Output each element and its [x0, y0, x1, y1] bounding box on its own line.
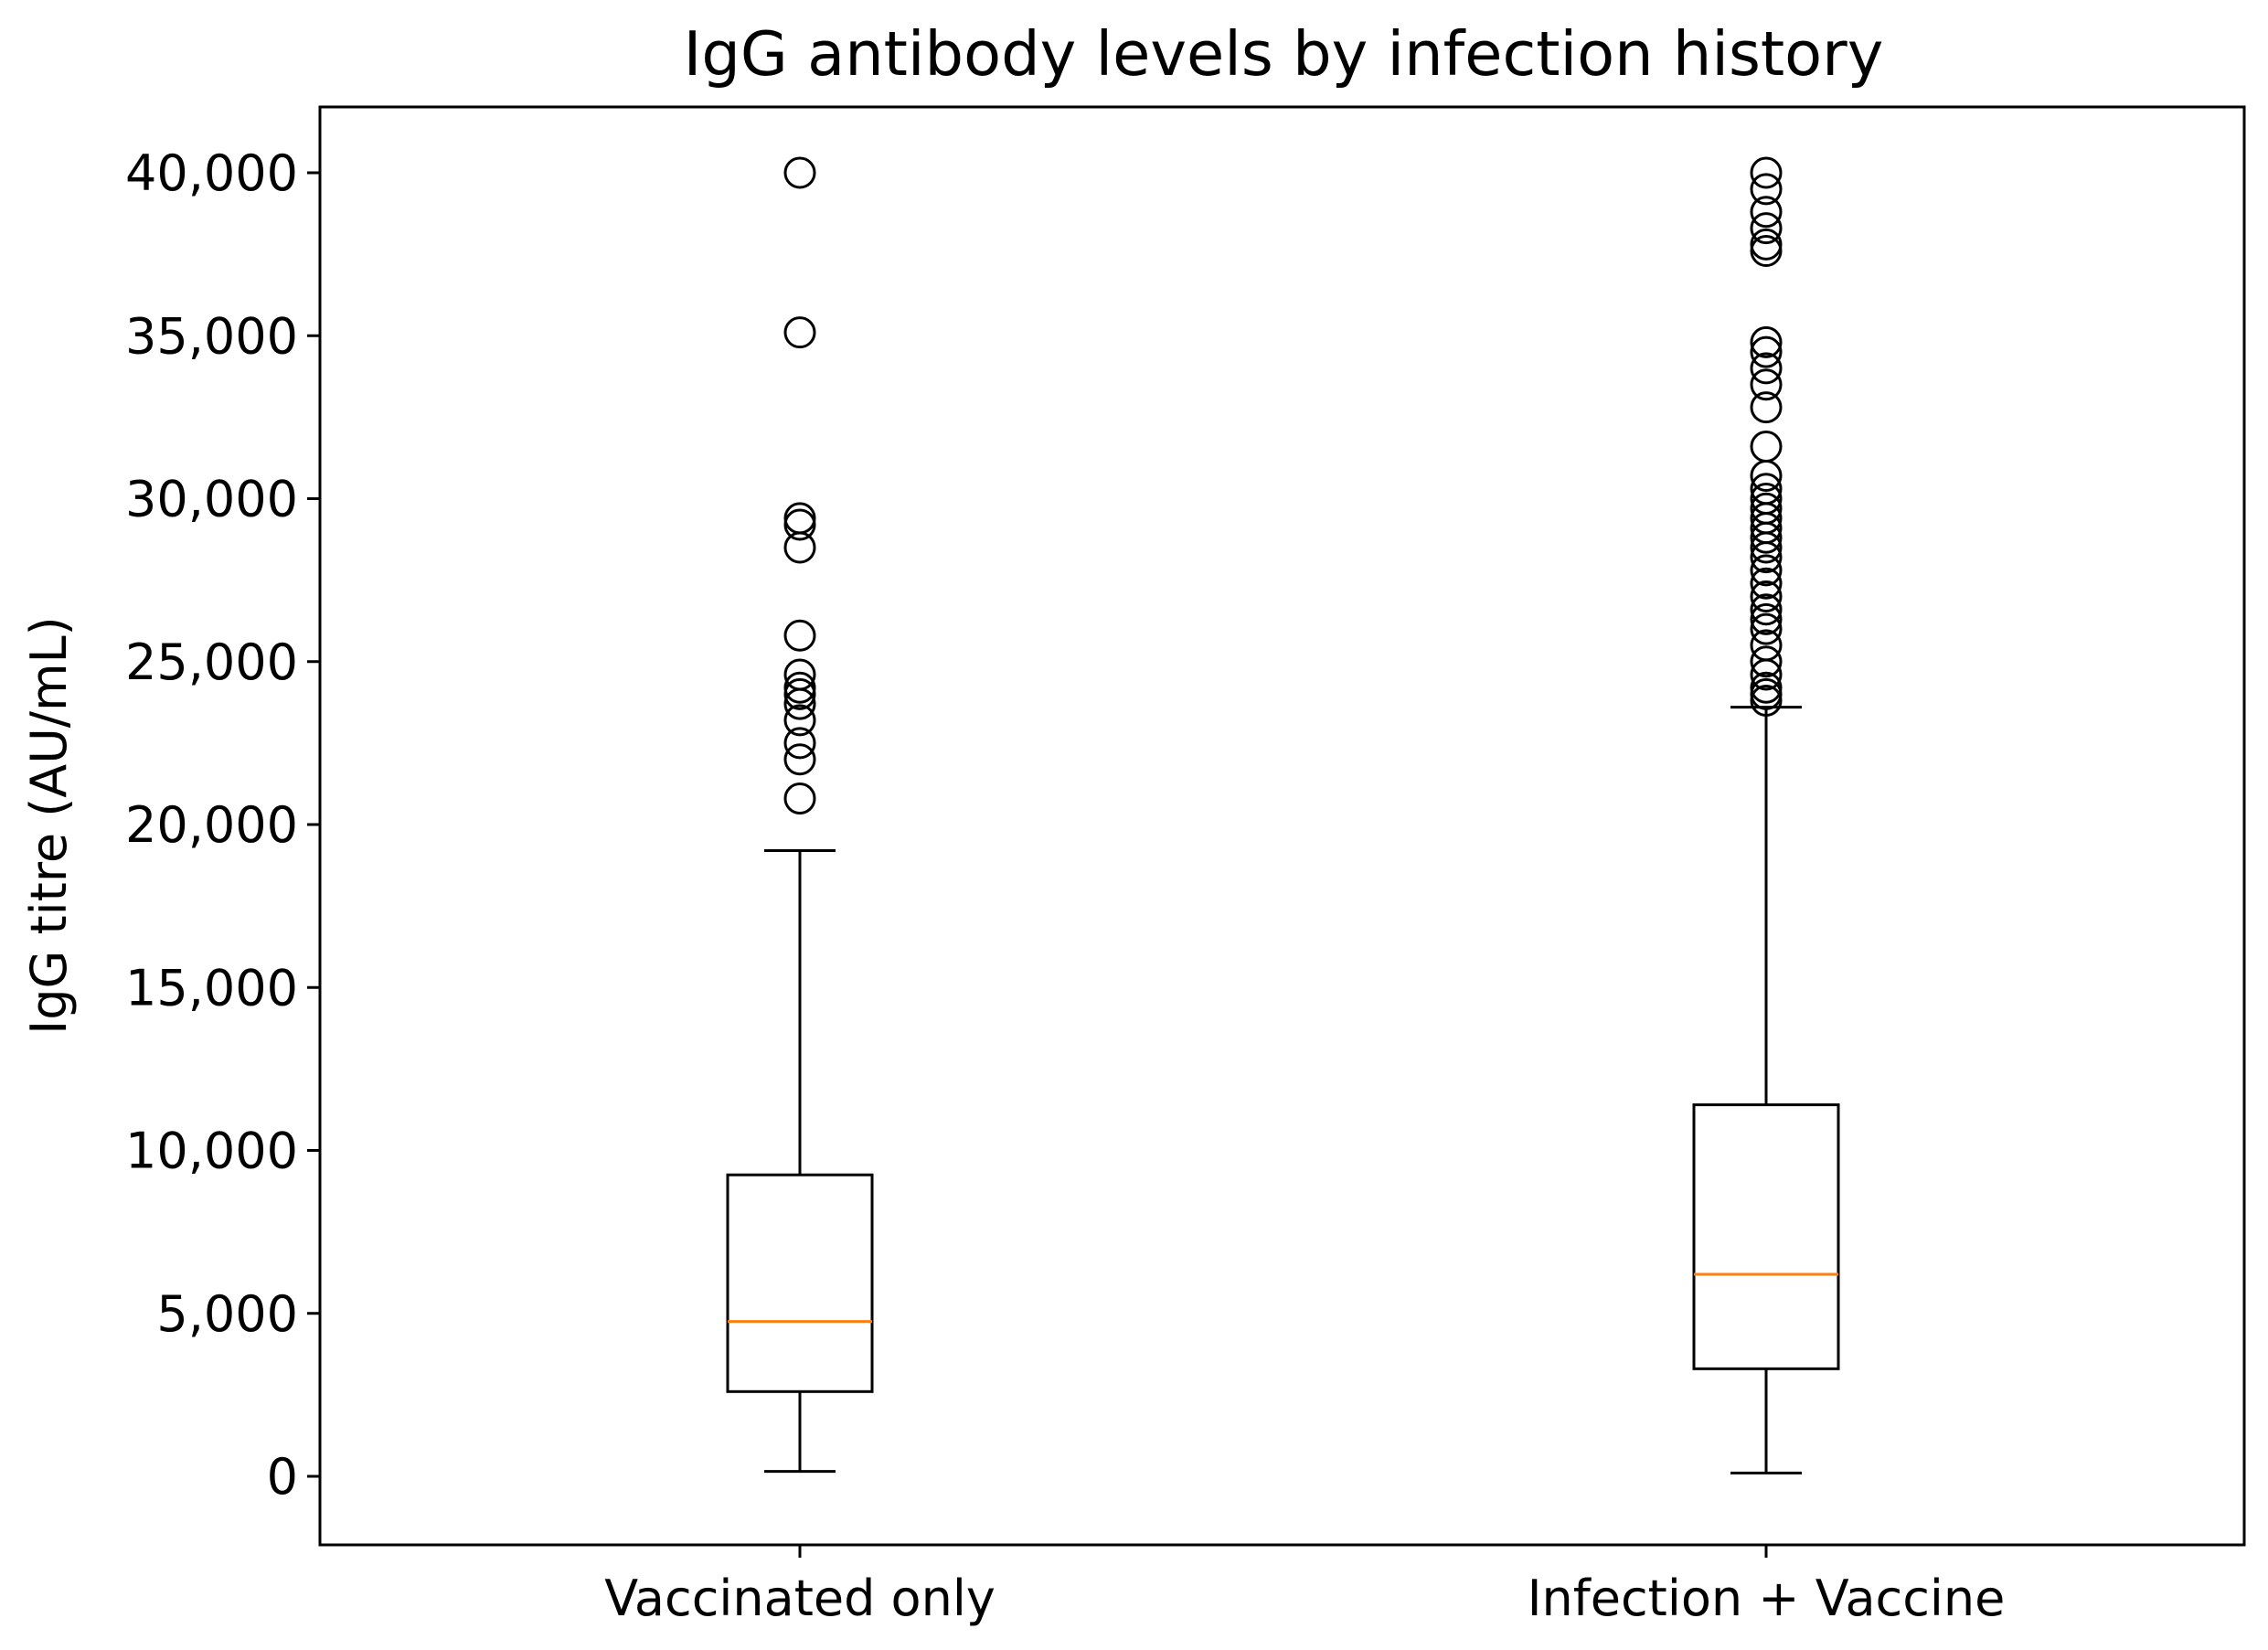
boxes [726, 156, 1840, 1474]
flier-point [1750, 567, 1783, 600]
flier-point [1750, 685, 1783, 718]
flier-point [1750, 521, 1783, 554]
flier-point [1750, 658, 1783, 691]
flier-point [1750, 677, 1783, 710]
flier-point [1750, 541, 1783, 574]
y-tick-label: 5,000 [156, 1285, 298, 1343]
flier-point [1750, 580, 1783, 612]
flier-point [1750, 352, 1783, 385]
y-tick-label: 15,000 [125, 959, 298, 1017]
flier-point [783, 727, 816, 760]
flier-point [783, 743, 816, 776]
flier-point [1750, 173, 1783, 206]
flier-point [1750, 602, 1783, 635]
flier-point [783, 156, 816, 189]
flier-point [783, 677, 816, 710]
y-tick-label: 25,000 [125, 633, 298, 691]
flier-point [1750, 228, 1783, 261]
y-tick-label: 20,000 [125, 796, 298, 854]
flier-point [1750, 212, 1783, 245]
flier-point [1750, 554, 1783, 587]
flier-point [1750, 196, 1783, 229]
y-tick-label: 10,000 [125, 1123, 298, 1180]
y-axis: 0 5,000 10,000 15,000 20,000 25,000 30,000 35,0… [125, 144, 320, 1506]
flier-point [783, 782, 816, 814]
flier-point [1750, 612, 1783, 645]
iqr-box [726, 1173, 874, 1393]
flier-point [1750, 391, 1783, 424]
y-axis-label: IgG titre (AU/mL) [20, 616, 78, 1034]
chart-title: IgG antibody levels by infection history [684, 18, 1884, 90]
flier-point [783, 316, 816, 349]
flier-point [1750, 335, 1783, 368]
flier-point [1750, 645, 1783, 678]
flier-point [1750, 671, 1783, 704]
flier-point [783, 531, 816, 564]
flier-point [783, 704, 816, 737]
x-tick-label: Vaccinated only [604, 1570, 996, 1627]
flier-point [783, 508, 816, 541]
flier-point [1750, 531, 1783, 564]
y-tick-label: 0 [267, 1448, 298, 1506]
flier-point [1750, 235, 1783, 268]
flier-point [783, 687, 816, 720]
box-group [1692, 156, 1840, 1474]
flier-point [1750, 325, 1783, 358]
y-tick-label: 30,000 [125, 471, 298, 528]
y-tick-label: 35,000 [125, 307, 298, 365]
flier-point [1750, 368, 1783, 401]
iqr-box [1692, 1103, 1840, 1370]
flier-point [1750, 156, 1783, 189]
flier-point [783, 671, 816, 704]
box-group [726, 156, 874, 1474]
x-tick-label: Infection + Vaccine [1528, 1570, 2006, 1627]
flier-point [1750, 460, 1783, 493]
x-axis: Vaccinated only Infection + Vaccine [604, 1545, 2005, 1627]
flier-point [783, 619, 816, 652]
y-tick-label: 40,000 [125, 144, 298, 202]
flier-point [1750, 593, 1783, 626]
